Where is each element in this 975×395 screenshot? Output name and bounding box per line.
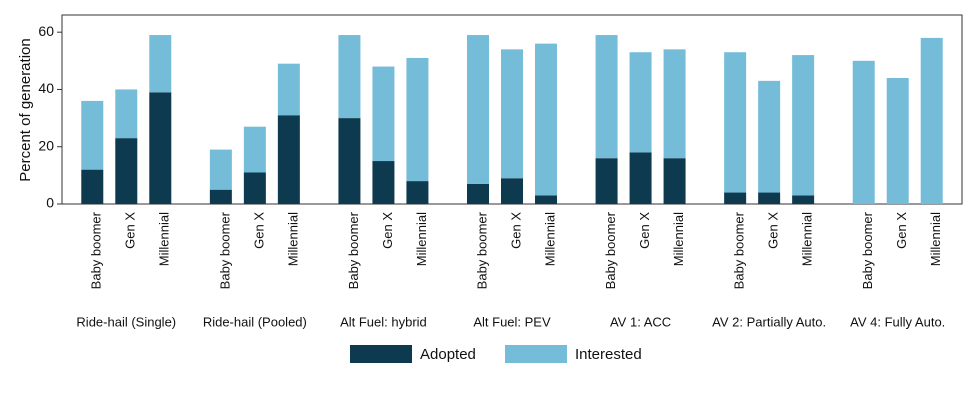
x-tick-label: Millennial	[157, 212, 172, 266]
bar-segment	[209, 189, 232, 204]
bar-segment	[792, 55, 815, 196]
bar-segment	[277, 63, 300, 116]
legend-swatch	[350, 345, 412, 363]
x-tick-label: Baby boomer	[89, 211, 104, 289]
x-tick-label: Gen X	[123, 212, 138, 249]
bar-segment	[758, 80, 781, 193]
y-tick-label: 20	[38, 137, 54, 153]
bar-segment	[115, 89, 138, 139]
bar-segment	[209, 149, 232, 190]
y-axis-label: Percent of generation	[17, 38, 34, 181]
legend-label: Interested	[575, 346, 642, 363]
bar-segment	[149, 92, 172, 204]
x-tick-label: Millennial	[800, 212, 815, 266]
group-label: AV 1: ACC	[610, 314, 671, 329]
bar-segment	[467, 183, 489, 204]
group-label: Alt Fuel: hybrid	[340, 314, 427, 329]
bar-segment	[758, 192, 781, 204]
y-tick-label: 0	[46, 195, 54, 211]
legend-swatch	[505, 345, 567, 363]
group-label: Alt Fuel: PEV	[473, 314, 551, 329]
bar-segment	[595, 158, 618, 204]
x-tick-label: Baby boomer	[217, 211, 232, 289]
x-tick-label: Millennial	[285, 212, 300, 266]
x-tick-label: Gen X	[766, 212, 781, 249]
bar-segment	[406, 57, 429, 182]
x-tick-label: Baby boomer	[603, 211, 618, 289]
bar-segment	[243, 126, 266, 173]
bar-segment	[792, 195, 815, 204]
bar-segment	[663, 49, 686, 159]
bar-segment	[406, 181, 429, 204]
x-tick-label: Baby boomer	[346, 211, 361, 289]
bar-segment	[886, 78, 909, 204]
bar-segment	[629, 52, 652, 153]
bar-segment	[535, 195, 557, 204]
y-tick-label: 60	[38, 23, 54, 39]
bar-segment	[372, 66, 395, 162]
bar-segment	[501, 49, 523, 179]
bar-segment	[338, 35, 361, 119]
x-tick-label: Millennial	[542, 212, 557, 266]
bar-segment	[277, 115, 300, 204]
bar-segment	[535, 43, 557, 196]
bar-segment	[724, 192, 747, 204]
group-label: Ride-hail (Pooled)	[203, 314, 307, 329]
x-tick-label: Gen X	[894, 212, 909, 249]
bar-segment	[115, 138, 138, 204]
bar-segment	[243, 172, 266, 204]
bar-segment	[920, 37, 943, 205]
x-tick-label: Millennial	[414, 212, 429, 266]
bar-segment	[724, 52, 747, 193]
bar-segment	[501, 178, 523, 204]
x-tick-label: Gen X	[508, 212, 523, 249]
x-tick-label: Baby boomer	[474, 211, 489, 289]
bar-segment	[595, 35, 618, 159]
bar-segment	[338, 118, 361, 204]
bar-segment	[852, 60, 875, 205]
bar-segment	[663, 158, 686, 204]
y-tick-label: 40	[38, 80, 54, 96]
bar-segment	[467, 35, 489, 184]
x-tick-label: Millennial	[928, 212, 943, 266]
group-label: AV 2: Partially Auto.	[712, 314, 826, 329]
bar-segment	[81, 169, 104, 204]
bar-segment	[372, 161, 395, 204]
x-tick-label: Baby boomer	[732, 211, 747, 289]
x-tick-label: Gen X	[251, 212, 266, 249]
bar-segment	[629, 152, 652, 204]
x-tick-label: Baby boomer	[860, 211, 875, 289]
x-tick-label: Gen X	[637, 212, 652, 249]
group-label: AV 4: Fully Auto.	[850, 314, 945, 329]
bar-segment	[149, 35, 172, 93]
bar-segment	[81, 100, 104, 170]
x-tick-label: Millennial	[671, 212, 686, 266]
legend-label: Adopted	[420, 346, 476, 363]
x-tick-label: Gen X	[380, 212, 395, 249]
group-label: Ride-hail (Single)	[76, 314, 176, 329]
